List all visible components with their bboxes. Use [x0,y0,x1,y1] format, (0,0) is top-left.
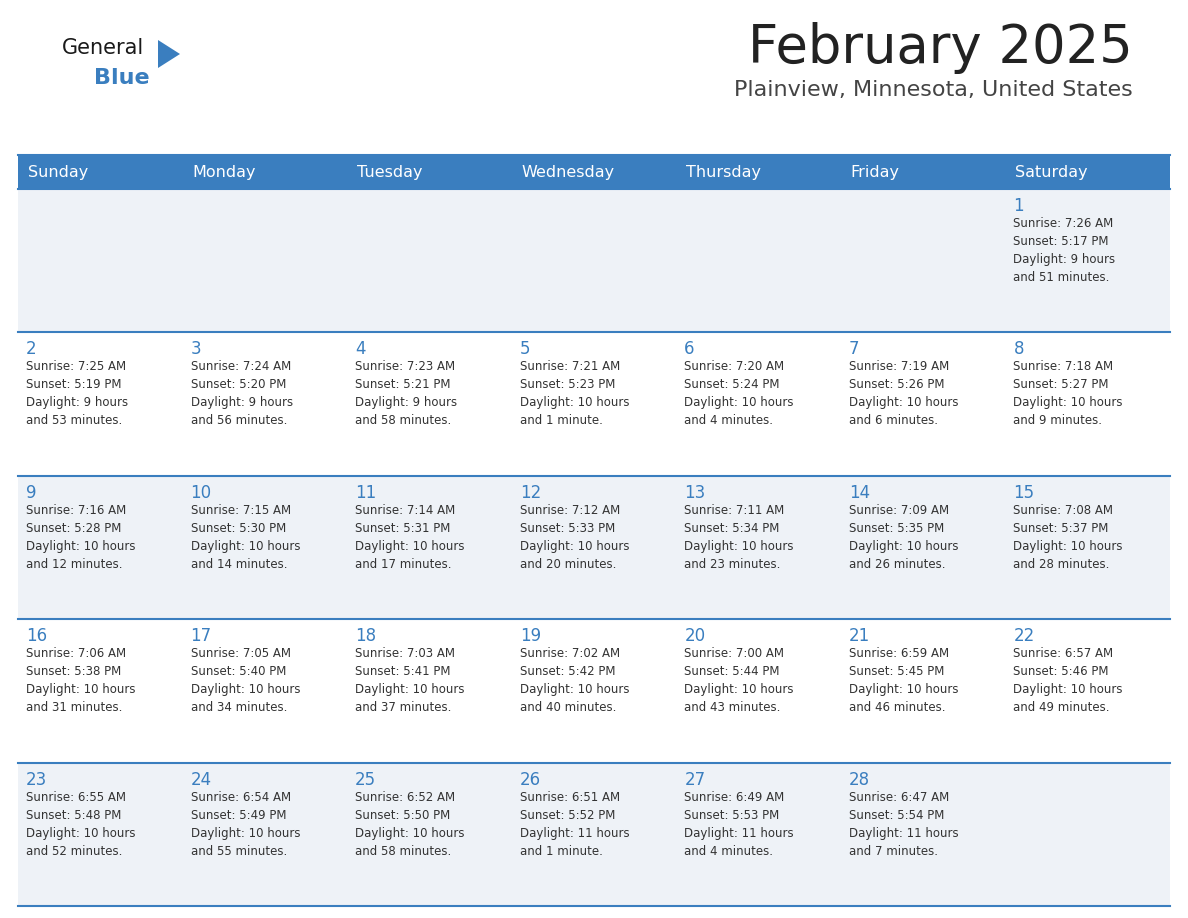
Bar [18,155,183,189]
Text: Sunrise: 7:11 AM
Sunset: 5:34 PM
Daylight: 10 hours
and 23 minutes.: Sunrise: 7:11 AM Sunset: 5:34 PM Dayligh… [684,504,794,571]
Text: Sunrise: 6:57 AM
Sunset: 5:46 PM
Daylight: 10 hours
and 49 minutes.: Sunrise: 6:57 AM Sunset: 5:46 PM Dayligh… [1013,647,1123,714]
Text: February 2025: February 2025 [748,22,1133,74]
Text: Sunrise: 6:52 AM
Sunset: 5:50 PM
Daylight: 10 hours
and 58 minutes.: Sunrise: 6:52 AM Sunset: 5:50 PM Dayligh… [355,790,465,857]
Text: Sunrise: 7:02 AM
Sunset: 5:42 PM
Daylight: 10 hours
and 40 minutes.: Sunrise: 7:02 AM Sunset: 5:42 PM Dayligh… [519,647,630,714]
Text: 20: 20 [684,627,706,645]
Text: General: General [62,38,144,58]
Text: Sunrise: 7:23 AM
Sunset: 5:21 PM
Daylight: 9 hours
and 58 minutes.: Sunrise: 7:23 AM Sunset: 5:21 PM Dayligh… [355,361,457,428]
Polygon shape [158,40,181,68]
Text: Sunrise: 7:26 AM
Sunset: 5:17 PM
Daylight: 9 hours
and 51 minutes.: Sunrise: 7:26 AM Sunset: 5:17 PM Dayligh… [1013,217,1116,284]
Text: Sunrise: 7:21 AM
Sunset: 5:23 PM
Daylight: 10 hours
and 1 minute.: Sunrise: 7:21 AM Sunset: 5:23 PM Dayligh… [519,361,630,428]
Text: 9: 9 [26,484,37,502]
Bar [18,332,1170,476]
Text: Sunrise: 7:14 AM
Sunset: 5:31 PM
Daylight: 10 hours
and 17 minutes.: Sunrise: 7:14 AM Sunset: 5:31 PM Dayligh… [355,504,465,571]
Text: Sunrise: 7:09 AM
Sunset: 5:35 PM
Daylight: 10 hours
and 26 minutes.: Sunrise: 7:09 AM Sunset: 5:35 PM Dayligh… [849,504,959,571]
Bar [347,155,512,189]
Text: Sunrise: 7:16 AM
Sunset: 5:28 PM
Daylight: 10 hours
and 12 minutes.: Sunrise: 7:16 AM Sunset: 5:28 PM Dayligh… [26,504,135,571]
Text: Sunrise: 6:47 AM
Sunset: 5:54 PM
Daylight: 11 hours
and 7 minutes.: Sunrise: 6:47 AM Sunset: 5:54 PM Dayligh… [849,790,959,857]
Bar [841,155,1005,189]
Text: 7: 7 [849,341,859,358]
Text: Sunrise: 6:54 AM
Sunset: 5:49 PM
Daylight: 10 hours
and 55 minutes.: Sunrise: 6:54 AM Sunset: 5:49 PM Dayligh… [190,790,301,857]
Bar [18,620,1170,763]
Text: Sunrise: 7:15 AM
Sunset: 5:30 PM
Daylight: 10 hours
and 14 minutes.: Sunrise: 7:15 AM Sunset: 5:30 PM Dayligh… [190,504,301,571]
Text: Sunrise: 7:06 AM
Sunset: 5:38 PM
Daylight: 10 hours
and 31 minutes.: Sunrise: 7:06 AM Sunset: 5:38 PM Dayligh… [26,647,135,714]
Text: 1: 1 [1013,197,1024,215]
Text: Sunrise: 6:55 AM
Sunset: 5:48 PM
Daylight: 10 hours
and 52 minutes.: Sunrise: 6:55 AM Sunset: 5:48 PM Dayligh… [26,790,135,857]
Text: 28: 28 [849,770,870,789]
Bar [18,189,1170,332]
Bar [18,476,1170,620]
Text: 25: 25 [355,770,377,789]
Text: 12: 12 [519,484,541,502]
Bar [1005,155,1170,189]
Text: Sunrise: 7:12 AM
Sunset: 5:33 PM
Daylight: 10 hours
and 20 minutes.: Sunrise: 7:12 AM Sunset: 5:33 PM Dayligh… [519,504,630,571]
Text: Plainview, Minnesota, United States: Plainview, Minnesota, United States [734,80,1133,100]
Bar [676,155,841,189]
Text: Sunrise: 7:05 AM
Sunset: 5:40 PM
Daylight: 10 hours
and 34 minutes.: Sunrise: 7:05 AM Sunset: 5:40 PM Dayligh… [190,647,301,714]
Text: 8: 8 [1013,341,1024,358]
Bar [18,763,1170,906]
Text: 3: 3 [190,341,201,358]
Text: Sunrise: 7:19 AM
Sunset: 5:26 PM
Daylight: 10 hours
and 6 minutes.: Sunrise: 7:19 AM Sunset: 5:26 PM Dayligh… [849,361,959,428]
Text: Sunrise: 6:49 AM
Sunset: 5:53 PM
Daylight: 11 hours
and 4 minutes.: Sunrise: 6:49 AM Sunset: 5:53 PM Dayligh… [684,790,794,857]
Text: Friday: Friday [851,164,899,180]
Text: 22: 22 [1013,627,1035,645]
Text: 2: 2 [26,341,37,358]
Text: Sunrise: 7:20 AM
Sunset: 5:24 PM
Daylight: 10 hours
and 4 minutes.: Sunrise: 7:20 AM Sunset: 5:24 PM Dayligh… [684,361,794,428]
Text: 6: 6 [684,341,695,358]
Text: Sunrise: 7:18 AM
Sunset: 5:27 PM
Daylight: 10 hours
and 9 minutes.: Sunrise: 7:18 AM Sunset: 5:27 PM Dayligh… [1013,361,1123,428]
Text: 15: 15 [1013,484,1035,502]
Text: Thursday: Thursday [687,164,762,180]
Bar [183,155,347,189]
Text: Sunrise: 6:59 AM
Sunset: 5:45 PM
Daylight: 10 hours
and 46 minutes.: Sunrise: 6:59 AM Sunset: 5:45 PM Dayligh… [849,647,959,714]
Text: 5: 5 [519,341,530,358]
Text: 4: 4 [355,341,366,358]
Text: 24: 24 [190,770,211,789]
Bar [512,155,676,189]
Text: 18: 18 [355,627,377,645]
Text: Blue: Blue [94,68,150,88]
Text: 13: 13 [684,484,706,502]
Text: Sunrise: 7:08 AM
Sunset: 5:37 PM
Daylight: 10 hours
and 28 minutes.: Sunrise: 7:08 AM Sunset: 5:37 PM Dayligh… [1013,504,1123,571]
Text: 11: 11 [355,484,377,502]
Text: 17: 17 [190,627,211,645]
Text: Saturday: Saturday [1016,164,1088,180]
Text: Monday: Monday [192,164,257,180]
Text: 19: 19 [519,627,541,645]
Text: 27: 27 [684,770,706,789]
Text: Tuesday: Tuesday [358,164,423,180]
Text: Wednesday: Wednesday [522,164,615,180]
Text: 23: 23 [26,770,48,789]
Text: 21: 21 [849,627,870,645]
Text: 26: 26 [519,770,541,789]
Text: Sunrise: 7:03 AM
Sunset: 5:41 PM
Daylight: 10 hours
and 37 minutes.: Sunrise: 7:03 AM Sunset: 5:41 PM Dayligh… [355,647,465,714]
Text: 14: 14 [849,484,870,502]
Text: 10: 10 [190,484,211,502]
Text: Sunrise: 7:25 AM
Sunset: 5:19 PM
Daylight: 9 hours
and 53 minutes.: Sunrise: 7:25 AM Sunset: 5:19 PM Dayligh… [26,361,128,428]
Text: Sunrise: 7:24 AM
Sunset: 5:20 PM
Daylight: 9 hours
and 56 minutes.: Sunrise: 7:24 AM Sunset: 5:20 PM Dayligh… [190,361,292,428]
Text: Sunrise: 7:00 AM
Sunset: 5:44 PM
Daylight: 10 hours
and 43 minutes.: Sunrise: 7:00 AM Sunset: 5:44 PM Dayligh… [684,647,794,714]
Text: 16: 16 [26,627,48,645]
Text: Sunrise: 6:51 AM
Sunset: 5:52 PM
Daylight: 11 hours
and 1 minute.: Sunrise: 6:51 AM Sunset: 5:52 PM Dayligh… [519,790,630,857]
Text: Sunday: Sunday [29,164,88,180]
